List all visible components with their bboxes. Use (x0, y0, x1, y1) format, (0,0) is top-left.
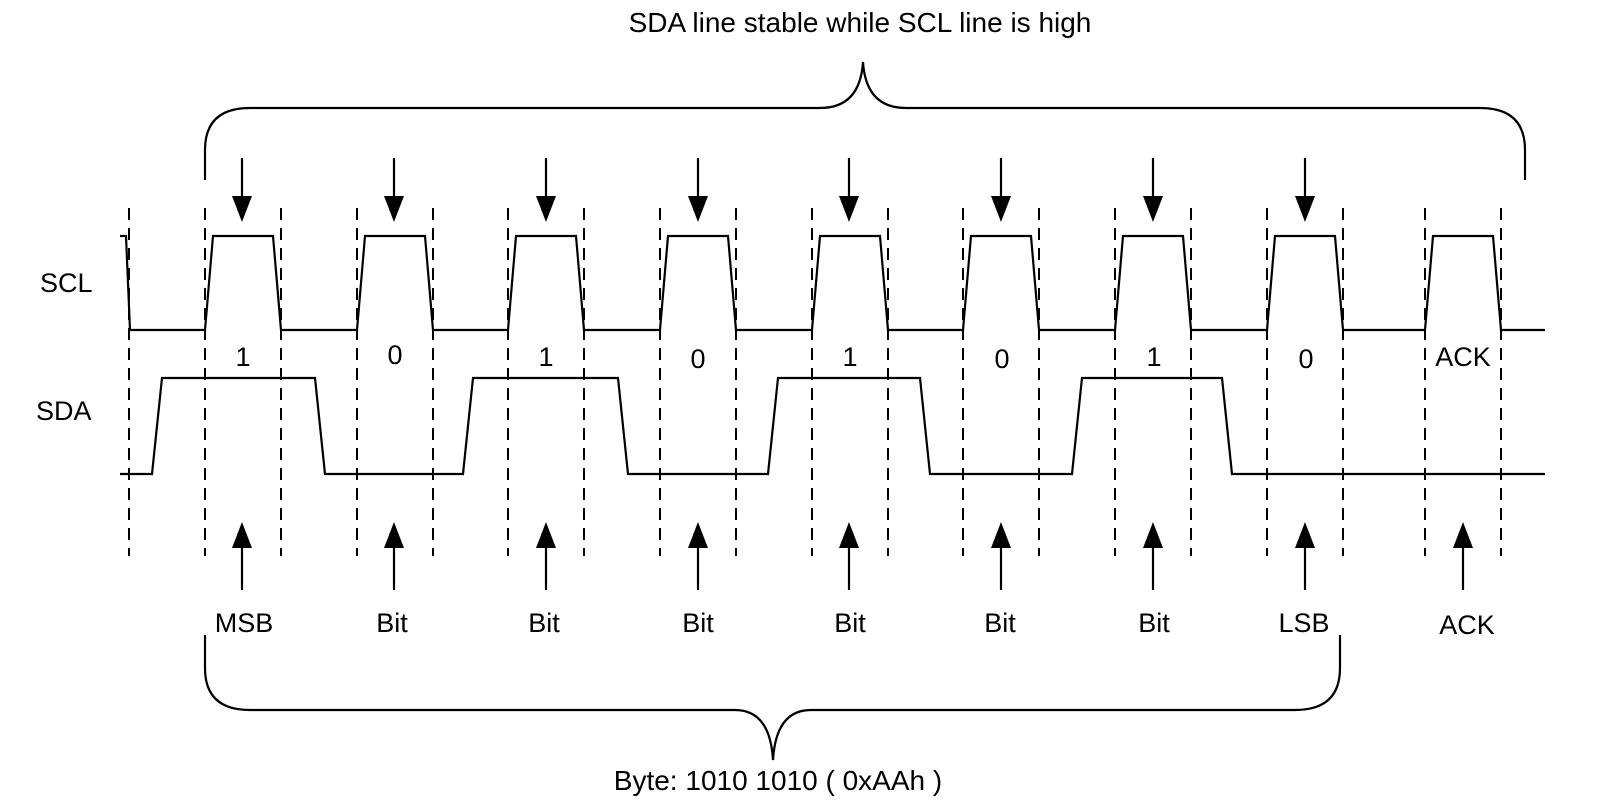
bit-names: MSB Bit Bit Bit Bit Bit Bit LSB ACK (215, 608, 1495, 640)
down-arrow-head (839, 196, 859, 222)
down-arrow-head (384, 196, 404, 222)
bit-value: 1 (842, 342, 857, 372)
bit-value-lsb: 0 (1298, 344, 1313, 374)
up-arrow-head (384, 522, 404, 548)
bit-value: 0 (994, 344, 1009, 374)
up-arrow-head (839, 522, 859, 548)
bit-value-msb: 1 (235, 342, 250, 372)
bit-name-msb: MSB (215, 608, 274, 638)
up-arrow-head (1143, 522, 1163, 548)
sda-waveform (120, 376, 1545, 476)
bit-values: 1 0 1 0 1 0 1 0 ACK (235, 340, 1490, 374)
down-arrow-head (991, 196, 1011, 222)
bit-name: Bit (834, 608, 866, 638)
ack-value: ACK (1435, 342, 1491, 372)
bit-name: Bit (376, 608, 408, 638)
top-brace (203, 61, 1527, 180)
down-arrow-head (1295, 196, 1315, 222)
down-arrow-head (1143, 196, 1163, 222)
ack-name: ACK (1439, 610, 1495, 640)
down-arrows (232, 158, 1315, 222)
sda-label: SDA (36, 396, 92, 426)
up-arrow-head (232, 522, 252, 548)
up-arrow-head (688, 522, 708, 548)
bit-value: 0 (690, 344, 705, 374)
bit-name: Bit (682, 608, 714, 638)
down-arrow-head (536, 196, 556, 222)
up-arrow-head (1295, 522, 1315, 548)
bit-value: 1 (538, 342, 553, 372)
bit-name: Bit (984, 608, 1016, 638)
bit-value: 1 (1146, 342, 1161, 372)
bottom-brace (203, 635, 1342, 761)
guide-lines (128, 208, 1502, 556)
up-arrow-head (1453, 522, 1473, 548)
down-arrow-head (688, 196, 708, 222)
bit-name-lsb: LSB (1278, 608, 1329, 638)
scl-waveform (120, 234, 1545, 332)
up-arrows (232, 522, 1473, 590)
bottom-caption: Byte: 1010 1010 ( 0xAAh ) (614, 765, 942, 796)
top-caption: SDA line stable while SCL line is high (629, 7, 1092, 38)
up-arrow-head (536, 522, 556, 548)
bit-name: Bit (528, 608, 560, 638)
scl-label: SCL (40, 268, 93, 298)
down-arrow-head (232, 196, 252, 222)
up-arrow-head (991, 522, 1011, 548)
bit-value: 0 (387, 340, 402, 370)
bit-name: Bit (1138, 608, 1170, 638)
